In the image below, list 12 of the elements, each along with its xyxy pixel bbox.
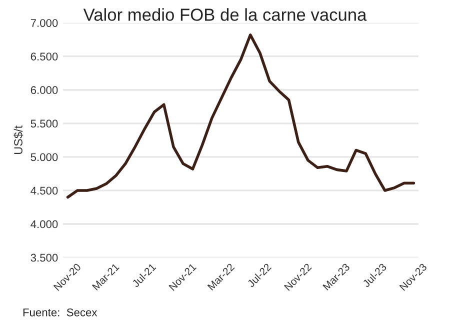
line-series — [66, 34, 416, 199]
y-tick-label: 6.500 — [30, 52, 58, 60]
y-tick-label: 4.500 — [30, 186, 58, 195]
y-tick-label: 5.500 — [30, 120, 58, 128]
y-tick-label: 5.000 — [30, 153, 58, 162]
y-tick-label: 4.000 — [30, 220, 58, 228]
chart-title: Valor medio FOB de la carne vacuna — [83, 8, 367, 21]
y-tick-label: 6.000 — [30, 86, 58, 94]
y-axis-title: US$/t — [14, 126, 24, 154]
y-tick-label: 3.500 — [30, 254, 58, 262]
source-note: Fuente: Secex — [23, 308, 98, 316]
y-tick-label: 7.000 — [30, 19, 58, 27]
